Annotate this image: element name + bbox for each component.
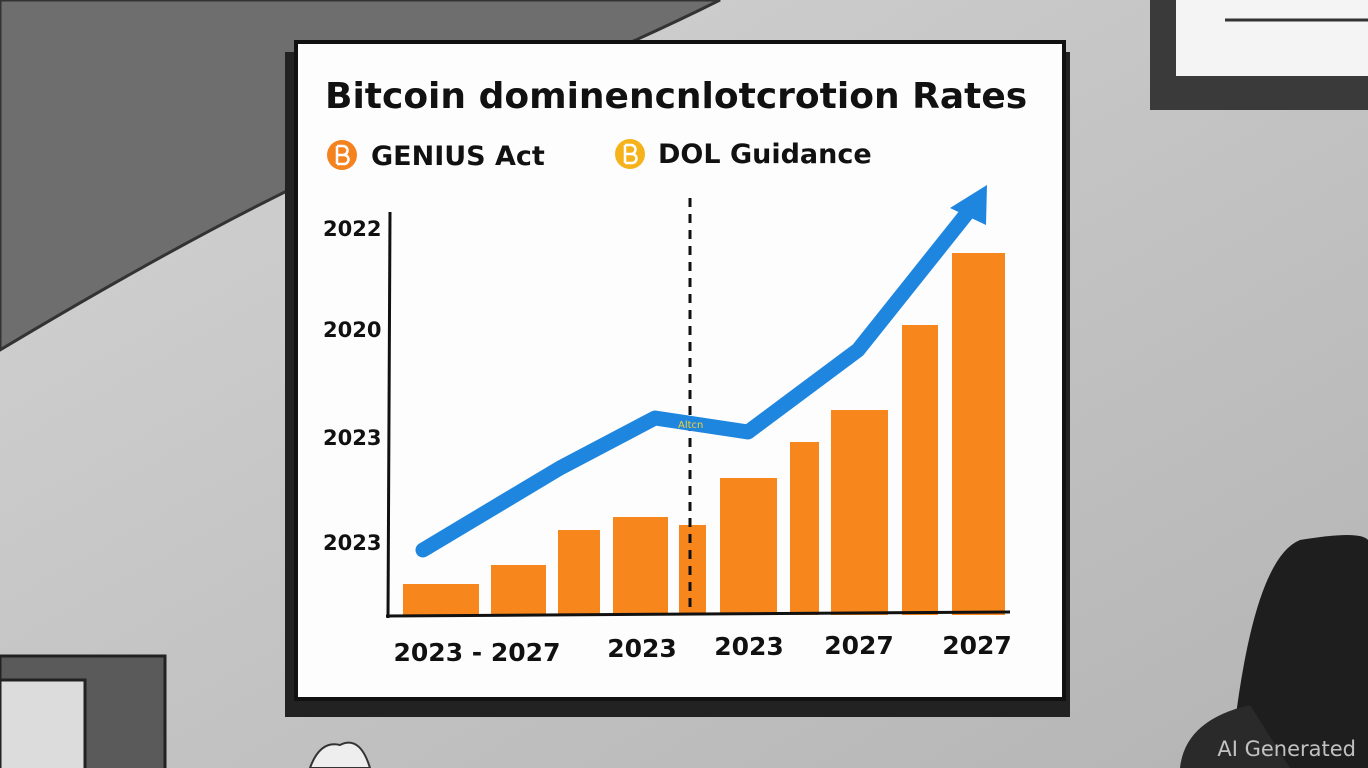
legend-icon-glyph <box>335 144 350 166</box>
cabinet <box>0 654 167 768</box>
legend: GENIUS Act DOL Guidance <box>327 139 872 172</box>
x-labels: 2023 - 2027 2023 2023 2027 2027 <box>394 631 1012 667</box>
bars <box>403 253 1005 615</box>
line-label: Altcn <box>678 420 703 431</box>
x-label: 2027 <box>942 631 1012 660</box>
trend-path <box>415 204 976 558</box>
bar <box>720 478 777 615</box>
legend-icon-glyph <box>623 143 638 165</box>
y-axis <box>386 211 392 619</box>
trend-line: Altcn <box>415 185 987 558</box>
bar <box>952 253 1005 615</box>
trend-arrowhead <box>950 185 987 225</box>
bar <box>902 325 938 615</box>
y-label: 2023 <box>323 531 381 555</box>
x-label: 2027 <box>824 631 894 660</box>
bar <box>613 517 668 615</box>
y-label: 2022 <box>323 217 381 241</box>
y-label: 2023 <box>323 426 381 450</box>
chart-title: Bitcoin dominencnlotcrotion Rates <box>325 76 1027 117</box>
y-label: 2020 <box>323 318 381 342</box>
x-axis <box>385 610 1011 618</box>
bar <box>831 410 888 615</box>
x-label: 2023 - 2027 <box>394 638 561 667</box>
watermark: AI Generated <box>1217 737 1356 761</box>
x-label: 2023 <box>607 634 677 663</box>
cup <box>308 741 372 768</box>
bar <box>679 525 706 615</box>
bar <box>790 442 819 615</box>
picture-frame <box>1150 0 1368 110</box>
bar <box>403 584 479 615</box>
y-labels: 2022 2020 2023 2023 <box>323 217 381 555</box>
legend-label: GENIUS Act <box>371 141 545 172</box>
legend-label: DOL Guidance <box>658 139 872 170</box>
x-label: 2023 <box>714 632 784 661</box>
chair <box>1180 535 1368 768</box>
bar <box>558 530 600 615</box>
bar <box>491 565 546 615</box>
